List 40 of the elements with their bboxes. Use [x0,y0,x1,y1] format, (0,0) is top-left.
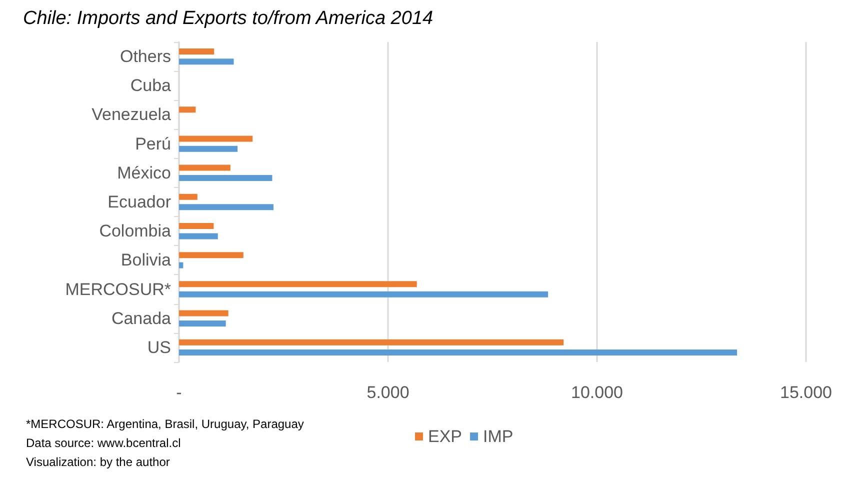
bar [179,262,184,268]
y-tick-label: Others [120,47,171,66]
x-tick-label: - [176,383,182,402]
text: *MERCOSUR: Argentina, Brasil, Uruguay, Paraguay [26,417,304,431]
bar [179,58,234,65]
text: Visualization: by the author [26,455,170,469]
bar [179,291,548,298]
y-tick-label: MERCOSUR* [65,280,172,299]
bar [179,48,214,54]
bar [179,136,253,142]
bar [179,194,198,200]
bar [179,222,214,229]
y-tick-label: Venezuela [92,105,172,124]
y-tick-label: Colombia [99,222,172,241]
y-tick-label: México [117,163,171,182]
source-note: Data source: www.bcentral.cl [26,436,181,450]
bar [179,310,228,316]
legend-label: EXP [428,427,462,446]
bar [179,252,244,258]
chart-title: Chile: Imports and Exports to/from America 2014 [23,8,434,29]
bar [179,204,274,210]
y-tick-label: Canada [111,308,172,328]
y-tick-label: Perú [135,134,171,154]
legend-label: IMP [483,427,514,446]
y-tick-label: US [147,338,171,357]
bar [179,146,238,152]
y-tick-label: Ecuador [108,192,172,212]
x-tick-label: 15.000 [780,383,832,402]
bar [179,320,226,326]
bar [179,281,417,288]
bar [179,339,564,346]
bar [179,106,196,113]
bar [179,164,230,171]
y-tick-label: Cuba [130,76,172,96]
bar [179,175,272,182]
y-tick-label: Bolivia [120,250,172,270]
bar [179,350,738,356]
x-tick-label: 5.000 [366,383,410,402]
bar [179,233,218,240]
x-tick-label: 10.000 [571,383,623,402]
